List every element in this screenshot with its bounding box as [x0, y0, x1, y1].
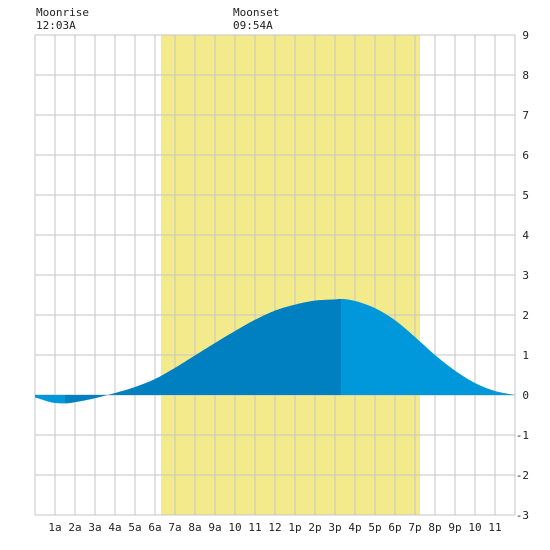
x-tick-label: 6p	[388, 521, 401, 534]
moonrise-label: Moonrise	[36, 6, 89, 19]
x-tick-label: 4p	[348, 521, 361, 534]
moonset-time: 09:54A	[233, 19, 273, 32]
moonrise-time: 12:03A	[36, 19, 76, 32]
x-tick-label: 9a	[208, 521, 221, 534]
y-tick-label: 2	[522, 309, 529, 322]
x-tick-label: 3a	[88, 521, 101, 534]
x-tick-label: 12	[268, 521, 281, 534]
x-tick-label: 1a	[48, 521, 61, 534]
x-tick-label: 9p	[448, 521, 461, 534]
x-tick-label: 11	[248, 521, 261, 534]
y-tick-label: 4	[522, 229, 529, 242]
y-tick-label: 9	[522, 29, 529, 42]
tide-falling-area	[341, 299, 515, 395]
x-tick-label: 8p	[428, 521, 441, 534]
tide-falling-area	[35, 395, 65, 404]
x-tick-label: 11	[488, 521, 501, 534]
y-tick-label: 7	[522, 109, 529, 122]
x-tick-label: 4a	[108, 521, 121, 534]
y-tick-label: 6	[522, 149, 529, 162]
tide-rising-area	[65, 299, 341, 404]
x-tick-label: 10	[468, 521, 481, 534]
x-tick-label: 1p	[288, 521, 301, 534]
y-tick-label: 1	[522, 349, 529, 362]
x-tick-label: 8a	[188, 521, 201, 534]
x-tick-label: 6a	[148, 521, 161, 534]
y-tick-label: 8	[522, 69, 529, 82]
tide-series	[35, 299, 515, 404]
grid-lines	[34, 34, 516, 516]
y-tick-label: -3	[516, 509, 529, 522]
y-tick-label: 5	[522, 189, 529, 202]
y-axis-labels: -3 -2 -1 0 1 2 3 4 5 6 7 8 9	[516, 29, 530, 522]
x-tick-label: 7p	[408, 521, 421, 534]
y-tick-label: 0	[522, 389, 529, 402]
x-axis-labels: 1a 2a 3a 4a 5a 6a 7a 8a 9a 10 11 12 1p 2p 3p 4p 5p 6p 7p 8p…	[48, 521, 501, 534]
x-tick-label: 2a	[68, 521, 81, 534]
moonset-label: Moonset	[233, 6, 279, 19]
x-tick-label: 2p	[308, 521, 321, 534]
y-tick-label: -1	[516, 429, 529, 442]
y-tick-label: 3	[522, 269, 529, 282]
x-tick-label: 3p	[328, 521, 341, 534]
x-tick-label: 10	[228, 521, 241, 534]
y-tick-label: -2	[516, 469, 529, 482]
x-tick-label: 5p	[368, 521, 381, 534]
x-tick-label: 5a	[128, 521, 141, 534]
x-tick-label: 7a	[168, 521, 181, 534]
